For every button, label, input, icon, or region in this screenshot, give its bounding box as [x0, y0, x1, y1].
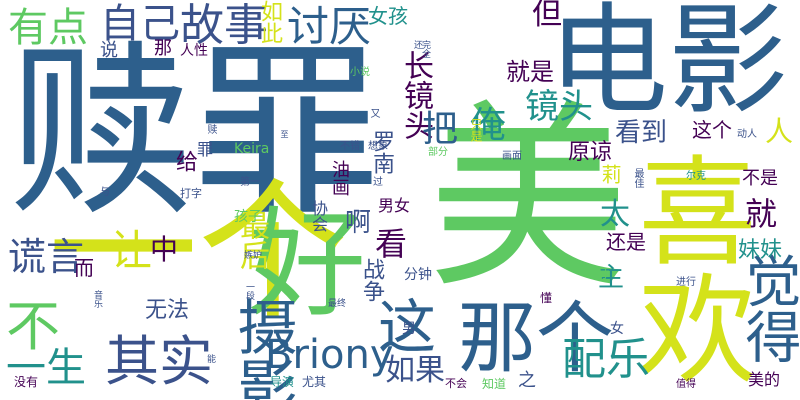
word-jingtou: 镜头	[525, 87, 593, 127]
word-hai: 还	[412, 40, 422, 49]
word-shuzui: 赎罪	[8, 24, 381, 241]
word-qishi: 其实	[105, 330, 213, 393]
word-buhui: 不会	[445, 377, 467, 390]
word-taoyan: 讨厌	[287, 2, 372, 51]
word-bushi: 不是	[742, 168, 778, 189]
word-haishi: 还是	[606, 230, 646, 254]
word-zhide: 值得	[676, 379, 696, 390]
word-zhishi: 只是	[469, 118, 483, 142]
word-zuizhong: 最终	[328, 299, 347, 309]
word-xihuan: 喜欢	[618, 150, 756, 386]
word-yige: 一个	[48, 166, 349, 340]
word-juede: 觉得	[736, 252, 800, 364]
word-huangyan: 谎言	[8, 235, 85, 279]
word-zhong: 中	[150, 233, 179, 266]
word-ziji: 自己	[100, 1, 180, 47]
word-huamian: 画面	[502, 151, 522, 162]
word-erke: 尔克	[686, 171, 706, 182]
word-an: 俺	[470, 105, 507, 146]
word-zhanzheng: 战争	[359, 258, 384, 302]
word-a: 啊	[345, 208, 372, 238]
word-gei: 给	[172, 150, 197, 172]
word-kandao: 看到	[615, 118, 668, 148]
word-changjingtou: 长镜头	[398, 50, 433, 140]
word-yu: 与	[100, 187, 110, 198]
word-nage-large: 那个	[458, 294, 615, 384]
word-bu: 不	[6, 295, 60, 358]
word-youhua: 油画	[329, 160, 350, 196]
word-zuihou: 最后	[234, 210, 269, 270]
word-daoyan: 导演	[270, 375, 295, 389]
word-zhidao: 知道	[482, 377, 507, 391]
word-na-small: 那	[154, 38, 172, 59]
word-youqi: 尤其	[302, 375, 327, 389]
word-nan: 男	[402, 321, 416, 337]
word-nv: 女	[610, 321, 624, 337]
word-bufen: 部分	[428, 147, 448, 158]
word-meiyou: 没有	[14, 375, 39, 389]
word-haizi: 孩子	[234, 209, 262, 225]
word-jinxing: 进行	[676, 277, 696, 288]
word-dianying: 电影	[548, 0, 788, 131]
word-xiaoshuo: 小说	[350, 67, 370, 78]
word-ren-large: 人	[765, 115, 794, 148]
word-fenzhong: 分钟	[404, 267, 432, 283]
word-rang: 让	[110, 226, 153, 275]
word-wufa: 无法	[145, 298, 190, 323]
word-jiushi: 就是	[506, 58, 554, 86]
word-yinyue: 音乐	[92, 290, 102, 308]
word-dongren: 动人	[737, 129, 757, 140]
word-meide: 美的	[748, 370, 781, 389]
word-meimei: 妹妹	[738, 238, 783, 263]
word-cai: 才	[598, 267, 611, 281]
word-kan: 看	[375, 225, 408, 263]
word-yisheng: 一生	[6, 345, 86, 391]
word-keira: Keira	[234, 141, 270, 157]
word-hao: 好	[248, 195, 367, 333]
word-ruci: 如此	[257, 0, 282, 44]
word-sheying: 摄影	[227, 296, 297, 400]
word-gushi: 故事	[180, 0, 268, 51]
word-neng: 能	[205, 354, 215, 363]
word-zhu: 主	[598, 263, 625, 293]
word-zhi: 之	[518, 370, 536, 391]
word-zhi-small: 至	[280, 130, 289, 138]
word-nannv: 男女	[378, 196, 411, 215]
word-renxing: 人性	[180, 43, 208, 59]
word-dong: 懂	[540, 291, 553, 305]
word-shu-small: 赎	[205, 124, 216, 134]
word-diyi: 第一	[240, 177, 260, 188]
word-shuo: 说	[100, 40, 118, 61]
word-zuijia: 最佳	[632, 168, 643, 188]
word-xiangxiang: 想象	[368, 141, 388, 152]
word-li: 莉	[598, 164, 622, 184]
word-guo: 过	[373, 177, 383, 188]
word-yuanliang: 原谅	[568, 140, 613, 165]
word-er: 而	[74, 256, 94, 280]
word-tai: 太	[600, 197, 630, 232]
word-zui: 罪	[197, 140, 214, 159]
word-youdian: 有点	[8, 5, 88, 51]
word-peiyue: 配乐	[562, 334, 650, 385]
word-wanquan: 完全	[420, 40, 430, 58]
word-ruguo: 如果	[385, 353, 445, 388]
word-dazi: 打字	[180, 187, 202, 200]
word-luonan: 罗南	[369, 130, 394, 174]
word-jiu: 就	[745, 195, 778, 233]
word-yiduan: 一段	[244, 282, 254, 300]
word-mei: 美	[428, 83, 629, 316]
word-bucuo: 不错	[340, 141, 360, 152]
word-dan: 但	[532, 0, 562, 32]
word-zhege: 这个	[692, 118, 732, 142]
word-jidu: 嫉妒	[244, 251, 263, 261]
word-xiehui: 协会	[309, 200, 328, 232]
word-nvhai: 女孩	[368, 4, 408, 28]
word-ba: 把	[422, 109, 459, 150]
word-zhe: 这	[378, 293, 437, 361]
word-you: 又	[368, 108, 379, 118]
word-briony: Briony	[265, 332, 394, 378]
